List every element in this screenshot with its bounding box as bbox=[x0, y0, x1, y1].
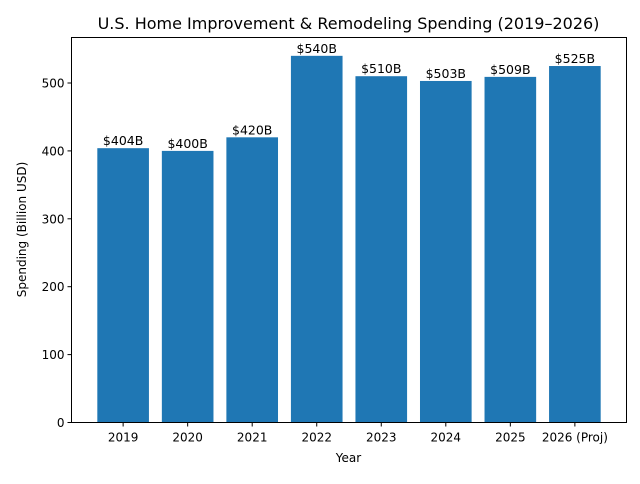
x-tick-label: 2024 bbox=[431, 431, 462, 445]
x-tick-label: 2025 bbox=[495, 431, 526, 445]
plot-frame bbox=[71, 37, 627, 423]
y-tick-label: 0 bbox=[57, 416, 65, 430]
y-tick-label: 300 bbox=[42, 212, 65, 226]
y-tick-label: 200 bbox=[42, 280, 65, 294]
bar-2019 bbox=[97, 148, 149, 423]
data-label: $400B bbox=[167, 136, 207, 151]
data-label: $509B bbox=[490, 62, 530, 77]
data-label: $404B bbox=[103, 133, 143, 148]
bar-2023 bbox=[355, 76, 408, 423]
data-label: $420B bbox=[232, 122, 272, 137]
bar-2020 bbox=[161, 150, 214, 423]
y-tick-label: 500 bbox=[42, 76, 65, 90]
data-label: $525B bbox=[555, 51, 595, 66]
chart-title: U.S. Home Improvement & Remodeling Spend… bbox=[98, 14, 600, 33]
x-tick-label: 2020 bbox=[172, 431, 203, 445]
x-tick-label: 2023 bbox=[366, 431, 397, 445]
x-tick-label: 2022 bbox=[301, 431, 332, 445]
x-axis-label: Year bbox=[335, 451, 361, 465]
y-tick-label: 100 bbox=[42, 348, 65, 362]
x-tick-label: 2019 bbox=[108, 431, 139, 445]
data-label: $510B bbox=[361, 61, 401, 76]
data-label: $540B bbox=[297, 41, 337, 56]
bar-2025 bbox=[484, 76, 537, 423]
bar-2022 bbox=[290, 55, 343, 423]
y-axis-label: Spending (Billion USD) bbox=[15, 162, 29, 298]
bar-2026 (Proj) bbox=[549, 66, 601, 423]
data-label: $503B bbox=[426, 66, 466, 81]
y-tick-label: 400 bbox=[42, 144, 65, 158]
bar-2021 bbox=[226, 137, 279, 423]
x-tick-label: 2026 (Proj) bbox=[542, 431, 608, 445]
bar-2024 bbox=[419, 80, 472, 423]
x-tick-label: 2021 bbox=[237, 431, 268, 445]
